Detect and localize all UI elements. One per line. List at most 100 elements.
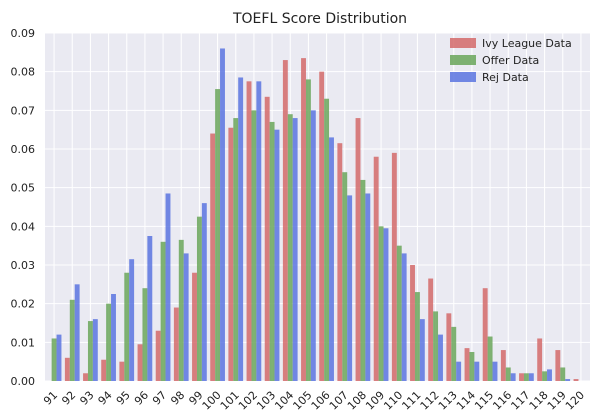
plot-area: 0.00 0.01 0.02 0.03 0.04 0.05 0.06 0.07 0.08 0.09… (11, 27, 590, 413)
bar (111, 294, 116, 381)
legend-label: Rej Data (482, 71, 529, 84)
bar (337, 143, 343, 381)
bar (456, 361, 462, 381)
bar (287, 114, 293, 381)
y-tick-label: 0.07 (11, 104, 36, 117)
x-tick-label: 93 (77, 389, 96, 408)
bar (438, 334, 443, 381)
bar (196, 216, 202, 381)
bar (147, 236, 153, 381)
bar (347, 195, 353, 381)
bar (528, 373, 534, 381)
bar (547, 369, 552, 381)
bar (360, 179, 366, 381)
bar (292, 118, 298, 381)
bar (142, 288, 148, 381)
x-tick-label: 92 (59, 389, 78, 408)
bar (383, 228, 389, 381)
bar (201, 203, 207, 381)
bar (183, 253, 189, 381)
bar (64, 357, 70, 381)
x-tick-label: 120 (563, 389, 587, 412)
x-tick-label: 96 (132, 389, 151, 408)
bar (391, 152, 397, 381)
bar (396, 245, 402, 381)
bar (324, 98, 330, 381)
bar (401, 253, 407, 381)
y-tick-label: 0.06 (11, 143, 36, 156)
x-tick-label: 97 (150, 389, 169, 408)
bar (474, 361, 480, 381)
series-offer-data (51, 79, 566, 382)
bar (355, 118, 361, 381)
bar (519, 373, 524, 381)
x-tick-label: 91 (41, 389, 60, 408)
bar (129, 259, 135, 381)
bar (510, 373, 516, 381)
bar (87, 321, 93, 381)
bar (500, 350, 506, 381)
bar (410, 265, 415, 381)
bar (428, 278, 434, 381)
bar (482, 288, 488, 381)
bar (329, 137, 334, 381)
bar (342, 172, 348, 381)
y-tick-label: 0.01 (11, 336, 36, 349)
bar (74, 284, 80, 381)
bar (269, 121, 275, 382)
bar (469, 352, 475, 381)
bar (537, 338, 543, 381)
bar (419, 319, 425, 381)
legend-label: Offer Data (482, 54, 539, 67)
bar (560, 367, 566, 381)
bar (192, 272, 197, 381)
bar (238, 77, 244, 381)
bar (124, 272, 130, 381)
legend-swatch (450, 55, 476, 65)
y-tick-label: 0.04 (11, 220, 36, 233)
legend-label: Ivy League Data (482, 37, 572, 50)
bar (155, 330, 161, 381)
bar (451, 326, 457, 381)
bar (505, 367, 511, 381)
bar (69, 299, 75, 381)
bar (310, 110, 316, 381)
bar (282, 60, 288, 381)
bar (301, 58, 306, 381)
bar (251, 110, 257, 381)
bar (178, 239, 184, 381)
bar (464, 348, 470, 381)
bar (119, 361, 125, 381)
bar (210, 133, 216, 381)
bar (220, 48, 225, 381)
bar (305, 79, 311, 382)
y-tick-label: 0.03 (11, 259, 36, 272)
bar (165, 193, 171, 381)
bar (542, 371, 548, 381)
bar (106, 303, 112, 381)
bar (365, 193, 371, 381)
bar (319, 71, 325, 382)
x-tick-label: 94 (96, 389, 115, 408)
bar (215, 89, 221, 381)
x-tick-label: 95 (114, 389, 133, 408)
chart-title: TOEFL Score Distribution (232, 11, 407, 27)
bar (433, 311, 439, 381)
bar (137, 344, 143, 381)
bar (264, 96, 270, 382)
bar (555, 350, 561, 381)
bar (173, 307, 179, 381)
bar (492, 361, 498, 381)
series-ivy-league-data (64, 58, 579, 382)
series-rej-data (56, 48, 571, 381)
bar (446, 313, 452, 381)
bar (83, 373, 88, 381)
bar (256, 81, 262, 381)
bar (228, 127, 234, 381)
y-tick-label: 0.09 (11, 27, 36, 40)
bar (101, 359, 107, 381)
y-tick-label: 0.00 (11, 375, 36, 388)
bar (487, 336, 493, 381)
